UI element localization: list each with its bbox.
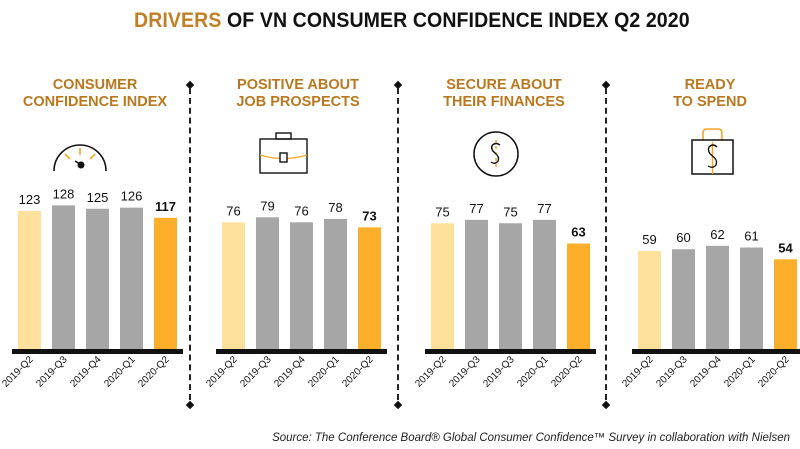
dollar-coin-icon — [473, 131, 519, 177]
x-tick-label: 2019-Q2 — [0, 354, 36, 390]
x-tick-label: 2020-Q2 — [136, 354, 172, 390]
x-tick-label: 2019-Q3 — [654, 354, 690, 390]
x-axis-baseline — [216, 349, 387, 354]
bar — [465, 219, 488, 350]
data-label: 117 — [155, 199, 176, 214]
bar — [222, 222, 245, 350]
panel-divider — [189, 88, 191, 400]
x-axis-baseline — [425, 349, 596, 354]
title-accent: DRIVERS — [134, 9, 222, 32]
title-rest: OF VN CONSUMER CONFIDENCE INDEX Q2 2020 — [221, 9, 690, 32]
data-label: 62 — [710, 227, 724, 242]
x-tick-label: 2020-Q1 — [306, 354, 342, 390]
data-label: 78 — [328, 200, 342, 215]
bar — [290, 222, 313, 350]
data-label: 59 — [642, 232, 656, 247]
panel-divider — [397, 88, 399, 400]
page-title: DRIVERS OF VN CONSUMER CONFIDENCE INDEX … — [134, 9, 690, 33]
x-tick-label: 2020-Q2 — [549, 354, 585, 390]
bar — [638, 250, 661, 350]
x-tick-label: 2019-Q3 — [447, 354, 483, 390]
bar — [499, 223, 522, 350]
bar — [533, 219, 556, 350]
data-label: 75 — [435, 204, 449, 219]
bar — [774, 259, 797, 350]
data-label: 73 — [362, 208, 376, 223]
data-label: 128 — [53, 186, 75, 201]
x-tick-label: 2020-Q1 — [102, 354, 138, 390]
data-label: 75 — [503, 204, 517, 219]
panel-title-line: CONSUMER — [52, 77, 138, 93]
bar — [324, 218, 347, 350]
bar — [256, 217, 279, 350]
x-tick-label: 2020-Q2 — [756, 354, 792, 390]
bar — [52, 205, 75, 350]
x-tick-label: 2020-Q2 — [340, 354, 376, 390]
bar — [154, 217, 177, 350]
data-label: 77 — [537, 201, 551, 216]
data-label: 54 — [778, 240, 793, 255]
bar — [740, 247, 763, 350]
bar — [18, 211, 41, 350]
data-label: 125 — [87, 190, 109, 205]
x-tick-label: 2019-Q4 — [272, 354, 308, 390]
data-label: 77 — [469, 201, 483, 216]
panel-title-line: READY — [684, 77, 736, 93]
bar — [672, 249, 695, 350]
bar — [706, 245, 729, 350]
speedometer-icon — [53, 144, 107, 172]
data-label: 126 — [121, 189, 143, 204]
panel-title-line: CONFIDENCE INDEX — [22, 94, 168, 110]
panel-title-consumer-confidence: CONSUMER CONFIDENCE INDEX — [0, 77, 190, 111]
bar — [120, 207, 143, 350]
panel-title-line: TO SPEND — [673, 94, 747, 110]
panel-title-finances: SECURE ABOUT THEIR FINANCES — [409, 77, 599, 111]
panel-title-job-prospects: POSITIVE ABOUT JOB PROSPECTS — [203, 77, 393, 111]
data-label: 63 — [571, 225, 585, 240]
x-axis-baseline — [632, 349, 800, 354]
x-tick-label: 2020-Q1 — [722, 354, 758, 390]
panel-title-line: THEIR FINANCES — [443, 94, 565, 110]
panel-title-ready-to-spend: READY TO SPEND — [615, 77, 800, 111]
x-tick-label: 2019-Q3 — [34, 354, 70, 390]
data-label: 123 — [19, 192, 41, 207]
x-tick-label: 2019-Q2 — [620, 354, 656, 390]
data-label: 60 — [676, 230, 690, 245]
source-note: Source: The Conference Board® Global Con… — [272, 432, 790, 444]
panel-title-line: POSITIVE ABOUT — [237, 77, 359, 93]
panel-title-line: SECURE ABOUT — [446, 77, 562, 93]
briefcase-icon — [259, 132, 308, 174]
x-tick-label: 2019-Q2 — [413, 354, 449, 390]
x-tick-label: 2019-Q4 — [68, 354, 104, 390]
data-label: 76 — [226, 203, 240, 218]
bar — [358, 227, 381, 350]
bar — [431, 223, 454, 350]
x-tick-label: 2019-Q4 — [688, 354, 724, 390]
bar — [567, 243, 590, 350]
x-axis-baseline — [12, 349, 183, 354]
x-tick-label: 2020-Q1 — [515, 354, 551, 390]
data-label: 76 — [294, 203, 308, 218]
panel-title-line: JOB PROSPECTS — [236, 94, 360, 110]
shopping-bag-dollar-icon — [691, 128, 734, 175]
x-tick-label: 2019-Q3 — [238, 354, 274, 390]
data-label: 61 — [744, 229, 758, 244]
x-tick-label: 2019-Q2 — [204, 354, 240, 390]
bar — [86, 208, 109, 350]
panel-divider — [605, 88, 607, 400]
x-tick-label: 2019-Q3 — [481, 354, 517, 390]
data-label: 79 — [260, 198, 274, 213]
